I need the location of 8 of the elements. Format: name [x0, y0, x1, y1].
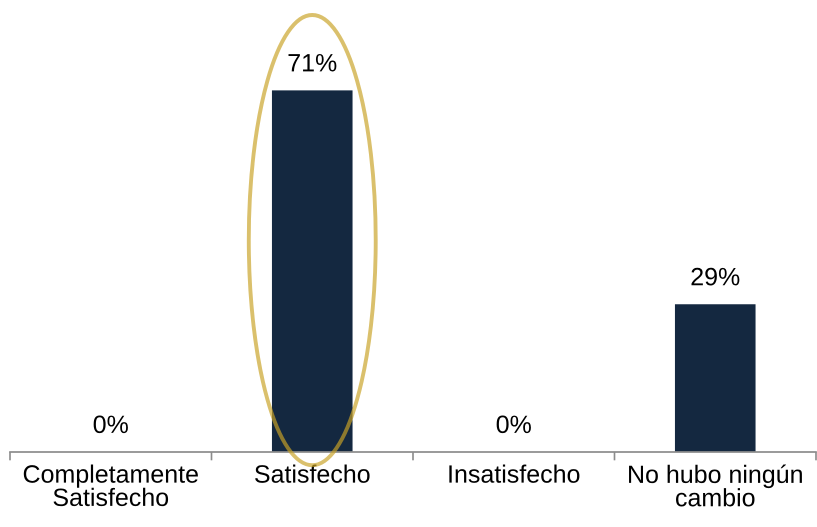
x-tick-label: No hubo ningún cambio	[629, 464, 802, 506]
data-label: 0%	[496, 415, 531, 434]
x-tick-label: Completamente Satisfecho	[24, 464, 198, 506]
data-label: 71%	[288, 54, 336, 72]
x-tick-label: Satisfecho	[255, 464, 370, 483]
data-label: 0%	[94, 415, 128, 434]
x-tick-label: Insatisfecho	[449, 464, 580, 483]
data-label: 29%	[691, 268, 740, 286]
